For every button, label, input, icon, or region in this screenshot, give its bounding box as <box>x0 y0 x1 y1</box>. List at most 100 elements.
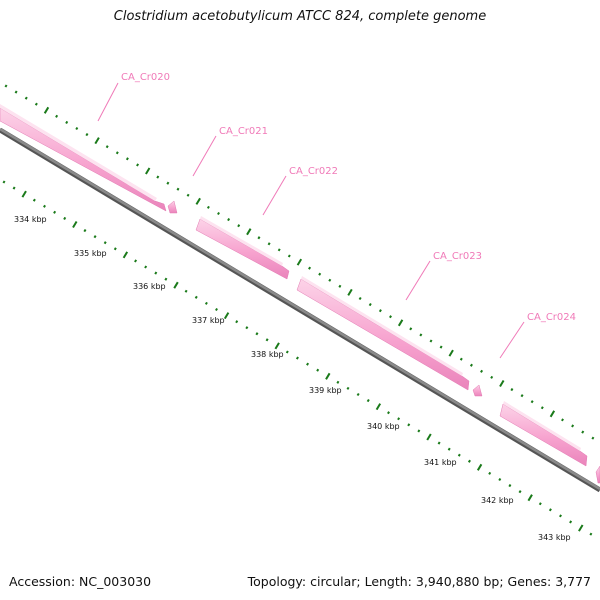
minor-tick <box>83 228 87 233</box>
minor-tick <box>316 368 320 372</box>
minor-tick <box>366 398 370 403</box>
major-tick <box>448 349 454 357</box>
major-tick <box>397 319 404 327</box>
minor-tick <box>498 477 502 482</box>
tick-label: 334 kbp <box>14 215 47 224</box>
tick-label: 342 kbp <box>481 496 514 505</box>
minor-tick <box>409 327 413 331</box>
minor-tick <box>571 424 575 428</box>
minor-tick <box>156 175 160 179</box>
minor-tick <box>417 429 421 433</box>
minor-tick <box>480 369 484 373</box>
minor-tick <box>397 417 401 421</box>
gene-ca-cr021[interactable]: CA_Cr021 <box>167 126 268 214</box>
minor-tick <box>457 453 461 457</box>
major-tick <box>274 342 280 350</box>
minor-tick <box>328 278 332 282</box>
major-tick <box>122 251 129 259</box>
major-tick <box>72 220 78 229</box>
minor-tick <box>540 406 544 410</box>
minor-tick <box>166 181 170 185</box>
minor-tick <box>255 332 259 336</box>
gene-ca-cr020[interactable]: CA_Cr020 <box>0 72 170 212</box>
minor-tick <box>125 157 129 161</box>
gene-ca-cr023[interactable]: CA_Cr023 <box>296 251 483 397</box>
major-tick <box>578 524 584 532</box>
gene-label: CA_Cr022 <box>289 166 338 177</box>
major-tick <box>499 379 505 388</box>
minor-tick <box>34 102 38 106</box>
minor-tick <box>75 126 79 131</box>
minor-tick <box>12 186 16 190</box>
major-tick <box>43 106 50 114</box>
minor-tick <box>217 211 220 216</box>
kbp-scale-labels: 334 kbp 335 kbp 336 kbp 337 kbp 338 kbp … <box>14 215 571 542</box>
minor-tick <box>510 388 514 392</box>
major-tick <box>21 190 27 198</box>
gene-track: CA_Cr020 CA_Cr021 CA_Cr022 CA_Cr023 <box>0 72 600 484</box>
major-tick <box>94 137 100 145</box>
minor-tick <box>235 320 239 324</box>
minor-tick <box>287 254 291 258</box>
minor-tick <box>336 380 340 384</box>
major-tick <box>296 258 303 266</box>
minor-tick <box>265 338 269 342</box>
minor-tick <box>591 436 595 440</box>
minor-tick <box>439 345 443 349</box>
minor-tick <box>469 363 473 367</box>
inner-tick-ring <box>2 180 593 536</box>
major-tick <box>527 494 533 502</box>
minor-tick <box>103 241 107 245</box>
minor-tick <box>429 339 433 343</box>
tick-label: 341 kbp <box>424 458 457 467</box>
tick-label: 338 kbp <box>251 350 284 359</box>
gene-ca-cr022[interactable]: CA_Cr022 <box>195 166 338 280</box>
minor-tick <box>4 84 8 88</box>
map-title: Clostridium acetobutylicum ATCC 824, com… <box>113 9 487 24</box>
major-tick <box>325 372 331 380</box>
gene-label: CA_Cr021 <box>219 126 268 137</box>
minor-tick <box>43 204 46 208</box>
minor-tick <box>437 441 441 445</box>
minor-tick <box>530 400 534 404</box>
minor-tick <box>389 315 392 319</box>
minor-tick <box>186 193 190 197</box>
minor-tick <box>237 224 241 228</box>
accession-text: Accession: NC_003030 <box>9 574 152 589</box>
minor-tick <box>14 90 18 94</box>
major-tick <box>223 312 230 320</box>
minor-tick <box>318 272 322 276</box>
tick-label: 336 kbp <box>133 282 166 291</box>
minor-tick <box>538 502 542 506</box>
minor-tick <box>24 96 28 100</box>
minor-tick <box>308 266 312 270</box>
minor-tick <box>520 394 524 398</box>
minor-tick <box>508 484 512 488</box>
minor-tick <box>447 447 451 451</box>
minor-tick <box>387 411 390 415</box>
minor-tick <box>346 386 350 390</box>
tick-label: 340 kbp <box>367 422 400 431</box>
major-tick <box>549 410 556 418</box>
minor-tick <box>368 302 372 307</box>
minor-tick <box>277 248 281 252</box>
gene-label: CA_Cr020 <box>121 72 170 83</box>
minor-tick <box>338 284 342 288</box>
gene-ca-cr024[interactable]: CA_Cr024 <box>499 312 600 484</box>
minor-tick <box>569 520 573 524</box>
minor-tick <box>32 198 36 202</box>
minor-tick <box>53 210 57 214</box>
minor-tick <box>136 163 140 167</box>
minor-tick <box>407 423 411 427</box>
chromosome-backbone <box>0 127 600 493</box>
major-tick <box>426 433 432 441</box>
minor-tick <box>204 301 208 305</box>
minor-tick <box>459 357 463 361</box>
major-tick <box>173 281 179 289</box>
gene-label: CA_Cr023 <box>433 251 482 262</box>
tick-label: 343 kbp <box>538 533 571 542</box>
minor-tick <box>194 295 198 299</box>
minor-tick <box>2 180 6 184</box>
minor-tick <box>378 309 382 313</box>
